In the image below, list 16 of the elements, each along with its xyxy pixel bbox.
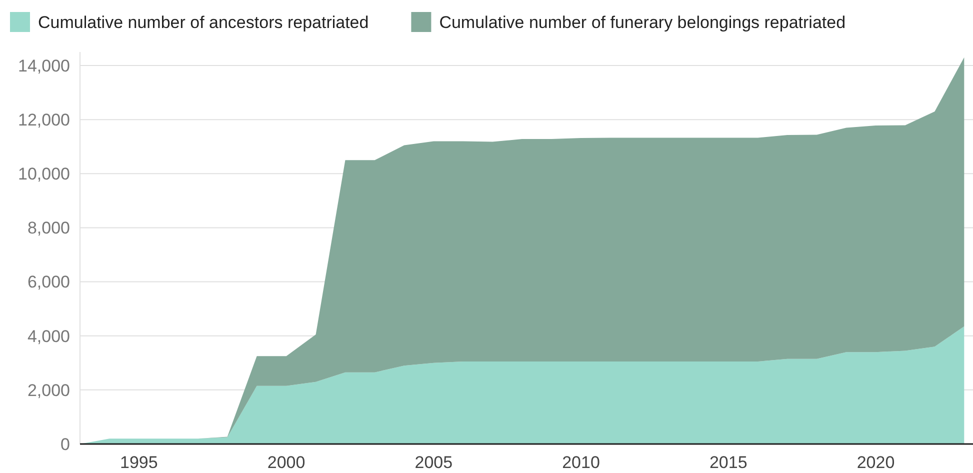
y-tick-label: 0 [60,434,70,454]
x-tick-label: 1995 [120,453,158,472]
legend-label: Cumulative number of funerary belongings repatriated [439,13,846,32]
x-tick-label: 2020 [856,453,895,472]
y-tick-label: 10,000 [18,164,70,184]
x-tick-label: 2015 [709,453,748,472]
y-tick-label: 4,000 [27,326,70,346]
y-tick-label: 12,000 [18,110,70,130]
legend-label: Cumulative number of ancestors repatriated [38,13,369,32]
x-tick-label: 2005 [414,453,453,472]
x-tick-label: 2000 [267,453,306,472]
y-tick-label: 8,000 [27,218,70,238]
x-tick-label: 2010 [562,453,600,472]
y-tick-label: 14,000 [18,56,70,76]
y-tick-label: 2,000 [27,380,70,400]
y-tick-label: 6,000 [27,272,70,292]
